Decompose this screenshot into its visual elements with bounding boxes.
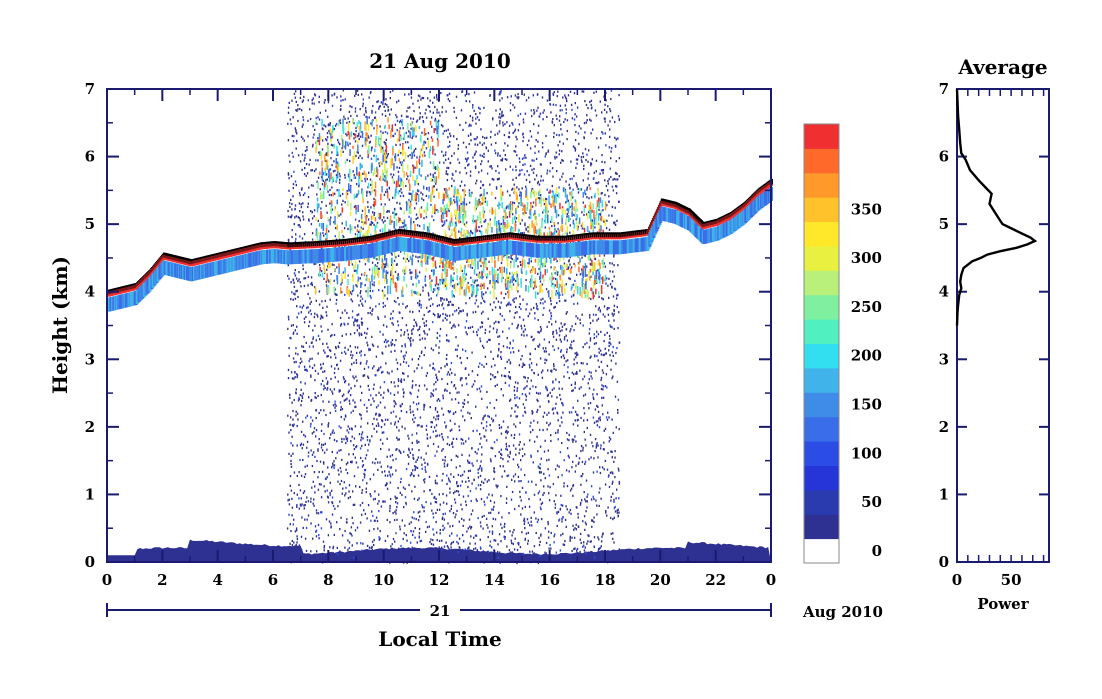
- average-y-tick-label: 1: [939, 485, 949, 503]
- average-y-tick-label: 6: [939, 148, 949, 166]
- colorbar-cell: [804, 489, 839, 515]
- x-axis-label: Local Time: [378, 627, 501, 651]
- date-month-label: Aug 2010: [802, 603, 883, 621]
- y-tick-label: 5: [85, 215, 95, 233]
- average-y-tick-label: 4: [939, 283, 949, 301]
- colorbar-cell: [804, 148, 839, 174]
- colorbar-cell: [804, 245, 839, 271]
- colorbar-cell: [804, 465, 839, 491]
- average-title: Average: [957, 55, 1047, 79]
- colorbar-tick-label: 250: [851, 298, 882, 316]
- x-tick-label: 14: [484, 571, 505, 589]
- y-tick-label: 4: [85, 283, 95, 301]
- colorbar-cell: [804, 124, 839, 149]
- x-tick-label: 22: [705, 571, 726, 589]
- x-tick-label: 4: [212, 571, 222, 589]
- colorbar-cell: [804, 441, 839, 466]
- colorbar-cell: [804, 294, 839, 320]
- x-tick-label: 10: [373, 571, 394, 589]
- y-tick-label: 7: [85, 80, 95, 98]
- date-day-bg: [420, 600, 460, 620]
- y-tick-label: 6: [85, 148, 95, 166]
- y-axis-label: Height (km): [48, 256, 72, 394]
- colorbar-cell: [804, 416, 839, 442]
- colorbar-tick-label: 50: [861, 493, 882, 511]
- colorbar-cell: [804, 514, 839, 540]
- colorbar-tick-label: 200: [851, 347, 882, 365]
- y-tick-label: 0: [85, 553, 95, 571]
- x-tick-label: 6: [268, 571, 278, 589]
- average-x-tick-label: 0: [952, 571, 962, 589]
- x-tick-label: 8: [323, 571, 333, 589]
- average-y-tick-label: 2: [939, 418, 949, 436]
- cloud-base-echo: [107, 178, 773, 312]
- main-title: 21 Aug 2010: [369, 49, 510, 73]
- x-tick-label: 20: [650, 571, 671, 589]
- colorbar: 0 50 100 150 200 250 300 350: [804, 124, 882, 563]
- noise-speckles: [286, 89, 621, 565]
- y-tick-label: 2: [85, 418, 95, 436]
- colorbar-frame: [803, 123, 840, 564]
- colorbar-tick-label: 350: [851, 200, 882, 218]
- date-day-label: 21: [430, 602, 451, 620]
- colorbar-cell: [804, 343, 839, 369]
- x-tick-label: 0: [102, 571, 112, 589]
- average-y-tick-label: 5: [939, 215, 949, 233]
- x-tick-label: 12: [429, 571, 450, 589]
- colorbar-cell: [804, 221, 839, 247]
- average-y-tick-label: 7: [939, 80, 949, 98]
- average-y-tick-label: 3: [939, 350, 949, 368]
- colorbar-tick-label: 100: [851, 444, 882, 462]
- x-tick-label: 0: [766, 571, 776, 589]
- average-x-label: Power: [977, 595, 1029, 613]
- colorbar-cell: [804, 197, 839, 223]
- x-tick-label: 2: [157, 571, 167, 589]
- x-tick-label: 16: [539, 571, 560, 589]
- x-tick-label: 18: [595, 571, 616, 589]
- average-power-line: [955, 88, 1038, 326]
- colorbar-tick-label: 0: [872, 542, 882, 560]
- colorbar-tick-label: 300: [851, 249, 882, 267]
- main-plot-frame: [106, 88, 772, 563]
- colorbar-cell: [804, 392, 839, 418]
- colorbar-cell: [804, 538, 839, 563]
- colorbar-cell: [804, 172, 839, 198]
- average-plot-frame: [956, 88, 1050, 563]
- average-axis-ticks: 0 1 2 3 4 5 6 7 0 50: [939, 80, 1049, 589]
- colorbar-cell: [804, 319, 839, 344]
- colorbar-cell: [804, 270, 839, 296]
- heatmap-layer: [107, 89, 773, 565]
- colorbar-tick-label: 150: [851, 395, 882, 413]
- colorbar-cell: [804, 367, 839, 393]
- y-tick-label: 1: [85, 485, 95, 503]
- y-tick-label: 3: [85, 350, 95, 368]
- average-y-tick-label: 0: [939, 553, 949, 571]
- average-x-tick-label: 50: [1001, 571, 1022, 589]
